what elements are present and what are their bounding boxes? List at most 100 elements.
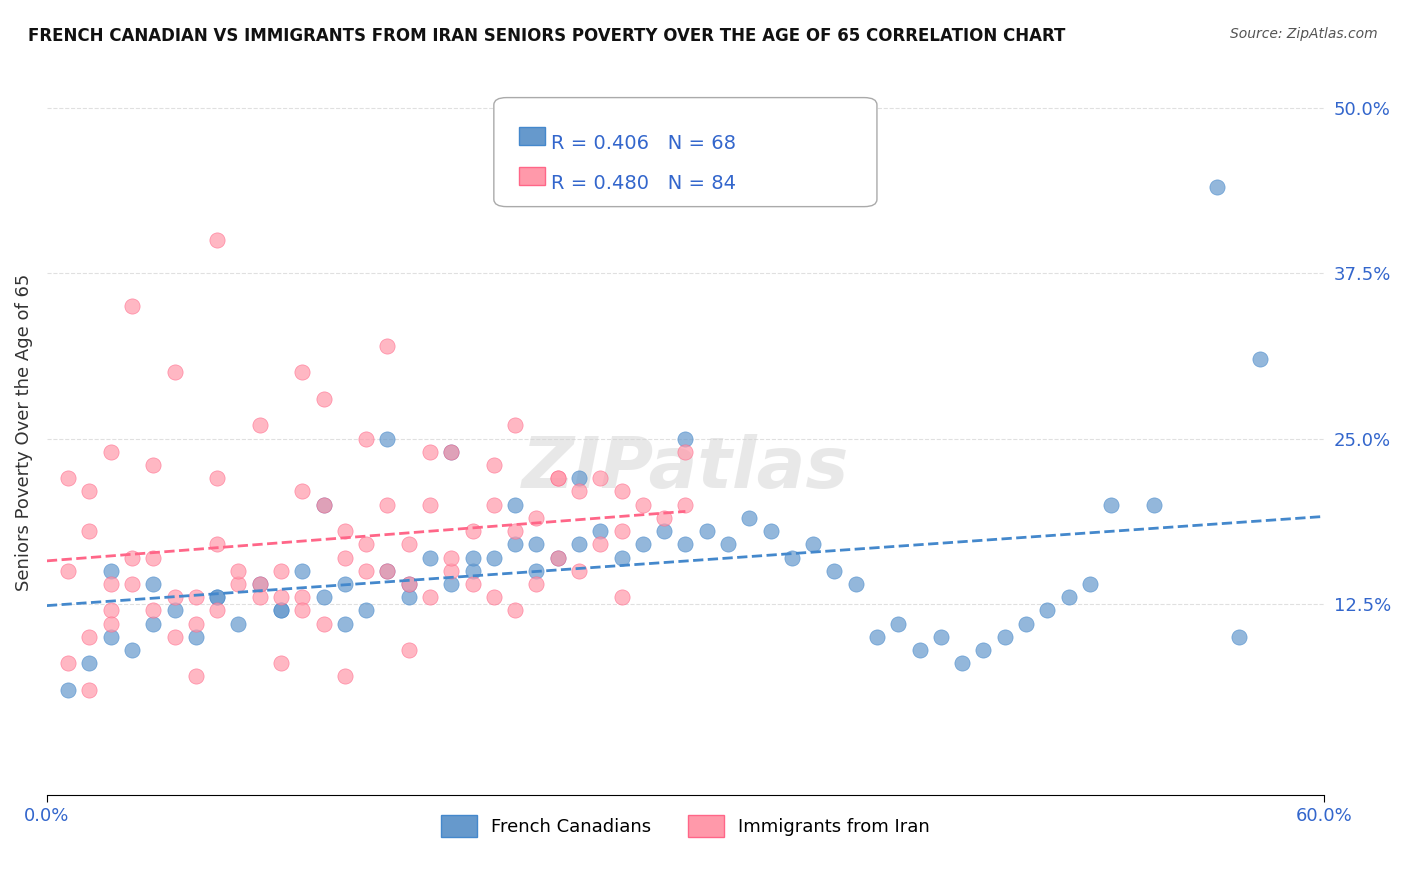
Point xyxy=(440,444,463,458)
Point xyxy=(526,537,548,551)
Text: R = 0.406   N = 68: R = 0.406 N = 68 xyxy=(551,134,737,153)
Point xyxy=(440,550,463,565)
Point xyxy=(398,577,420,591)
Point xyxy=(100,577,122,591)
Point xyxy=(354,537,377,551)
Point xyxy=(249,577,271,591)
Point xyxy=(547,550,569,565)
Point xyxy=(100,564,122,578)
Point xyxy=(270,564,292,578)
Bar xyxy=(519,167,546,185)
Point xyxy=(503,603,526,617)
Point xyxy=(333,577,356,591)
Point xyxy=(163,366,186,380)
Point xyxy=(503,537,526,551)
Point xyxy=(547,550,569,565)
Point xyxy=(184,590,207,604)
Point xyxy=(100,444,122,458)
Point xyxy=(440,444,463,458)
Point xyxy=(163,590,186,604)
Point xyxy=(547,471,569,485)
Point xyxy=(823,564,845,578)
Point xyxy=(589,471,612,485)
Point xyxy=(205,603,228,617)
Point xyxy=(610,524,633,538)
Point xyxy=(333,616,356,631)
Point xyxy=(312,498,335,512)
Point xyxy=(184,616,207,631)
Point xyxy=(228,564,250,578)
Point xyxy=(1099,498,1122,512)
Point xyxy=(270,603,292,617)
Point xyxy=(631,537,654,551)
Point xyxy=(312,616,335,631)
Point xyxy=(79,657,101,671)
Point xyxy=(610,550,633,565)
Point xyxy=(377,339,399,353)
Point xyxy=(652,511,675,525)
Point xyxy=(56,564,79,578)
Point xyxy=(398,577,420,591)
Point xyxy=(270,590,292,604)
Point xyxy=(270,657,292,671)
Point xyxy=(79,484,101,499)
Point xyxy=(312,392,335,406)
Point xyxy=(398,590,420,604)
Point xyxy=(377,564,399,578)
Point xyxy=(589,537,612,551)
Point xyxy=(1206,180,1229,194)
Point xyxy=(291,366,314,380)
Point xyxy=(482,498,505,512)
Point xyxy=(568,537,591,551)
Point xyxy=(780,550,803,565)
Point xyxy=(908,643,931,657)
Point xyxy=(79,524,101,538)
Point xyxy=(526,577,548,591)
Point xyxy=(56,657,79,671)
Point xyxy=(142,458,165,472)
Point xyxy=(610,590,633,604)
Point xyxy=(184,630,207,644)
Point xyxy=(972,643,994,657)
Point xyxy=(845,577,868,591)
Point xyxy=(291,590,314,604)
Point xyxy=(100,603,122,617)
Point xyxy=(461,524,484,538)
Point xyxy=(673,498,696,512)
Point xyxy=(249,590,271,604)
Point xyxy=(950,657,973,671)
Point xyxy=(994,630,1017,644)
Point xyxy=(929,630,952,644)
Point xyxy=(249,577,271,591)
Point xyxy=(673,537,696,551)
Point xyxy=(1057,590,1080,604)
Point xyxy=(568,564,591,578)
Point xyxy=(1249,352,1271,367)
Text: ZIPatlas: ZIPatlas xyxy=(522,434,849,503)
Point xyxy=(291,564,314,578)
Text: R = 0.480   N = 84: R = 0.480 N = 84 xyxy=(551,174,737,193)
Point xyxy=(333,669,356,683)
Point xyxy=(291,484,314,499)
Point xyxy=(121,300,143,314)
Point xyxy=(526,511,548,525)
Point xyxy=(205,233,228,247)
Point xyxy=(887,616,910,631)
Point xyxy=(503,418,526,433)
Point xyxy=(1015,616,1038,631)
Point xyxy=(866,630,889,644)
Point xyxy=(79,682,101,697)
Point xyxy=(1143,498,1166,512)
Point xyxy=(568,471,591,485)
Point xyxy=(163,603,186,617)
Point xyxy=(759,524,782,538)
Point xyxy=(717,537,740,551)
Point xyxy=(398,537,420,551)
Point xyxy=(503,524,526,538)
Point xyxy=(354,432,377,446)
Point xyxy=(1227,630,1250,644)
Point xyxy=(801,537,824,551)
Point xyxy=(440,564,463,578)
Point xyxy=(1078,577,1101,591)
Point xyxy=(142,603,165,617)
